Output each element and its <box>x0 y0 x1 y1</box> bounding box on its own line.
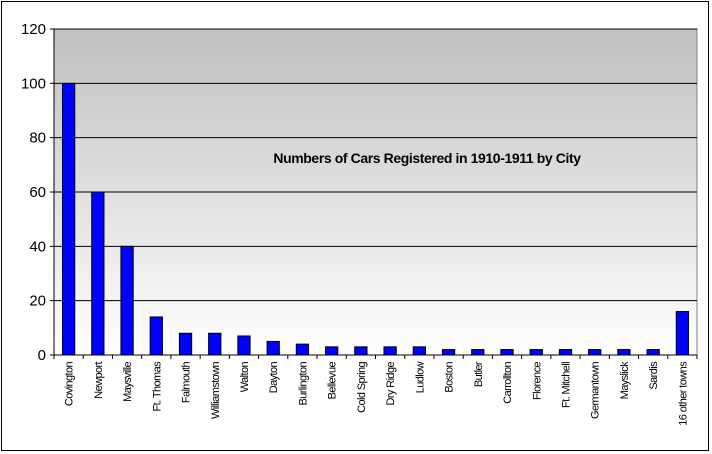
bar <box>91 191 105 356</box>
x-tick-label: Dry Ridge <box>385 362 397 406</box>
y-tick-label: 80 <box>29 130 46 147</box>
bar <box>120 245 134 356</box>
x-tick-label: Burlington <box>297 362 309 406</box>
bar <box>412 346 426 356</box>
bar <box>588 349 602 356</box>
bar <box>325 346 339 356</box>
bar <box>500 349 514 356</box>
x-axis-labels: Covington Newport Maysville Ft. Thomas Falmo… <box>64 361 690 426</box>
x-tick-label: Dayton <box>268 362 280 394</box>
bar <box>208 332 222 356</box>
y-tick-label: 100 <box>21 75 46 92</box>
bar <box>178 332 193 356</box>
y-tick-label: 0 <box>38 347 46 364</box>
bar <box>295 343 310 356</box>
bar <box>383 346 397 356</box>
bar <box>266 340 280 356</box>
x-tick-label: Sardis <box>648 361 660 390</box>
x-tick-label: Cold Spring <box>356 362 368 413</box>
x-tick-label: Carrollton <box>502 362 514 404</box>
x-tick-label: Mayslick <box>619 361 631 399</box>
x-tick-label: Walton <box>239 362 251 393</box>
x-tick-label: Williamstown <box>210 362 222 419</box>
x-tick-label: Florence <box>531 362 543 400</box>
x-tick-label: Maysville <box>122 362 134 402</box>
bar <box>471 349 485 356</box>
bar <box>675 311 690 356</box>
x-tick-label: Falmouth <box>181 362 193 404</box>
chart-title: Numbers of Cars Registered in 1910-1911 … <box>273 150 581 166</box>
x-tick-label: Ft. Mitchell <box>560 362 572 408</box>
bar <box>354 346 368 356</box>
bar <box>61 82 76 356</box>
x-tick-label: Germantown <box>590 362 602 419</box>
bar <box>617 349 631 356</box>
bar <box>441 349 456 356</box>
y-tick-label: 120 <box>21 21 46 38</box>
axes <box>53 29 698 359</box>
bars <box>61 82 690 356</box>
x-tick-label: Ludlow <box>414 361 426 393</box>
bar <box>646 349 660 356</box>
bar <box>237 335 251 356</box>
x-tick-label: 16 other towns <box>677 361 689 426</box>
x-tick-label: Bellevue <box>327 362 339 400</box>
x-tick-label: Ft. Thomas <box>151 361 163 412</box>
x-tick-label: Covington <box>64 362 76 407</box>
y-tick-label: 40 <box>29 238 46 255</box>
x-tick-label: Boston <box>444 362 456 393</box>
gridlines <box>54 28 697 302</box>
y-tick-label: 60 <box>29 184 46 201</box>
y-axis-ticks: 0 20 40 60 80 100 120 <box>21 21 54 364</box>
bar <box>529 349 543 356</box>
bar <box>558 349 573 356</box>
x-tick-label: Butler <box>473 361 485 387</box>
bar <box>149 316 163 356</box>
y-tick-label: 20 <box>29 293 46 310</box>
x-tick-label: Newport <box>93 361 105 398</box>
